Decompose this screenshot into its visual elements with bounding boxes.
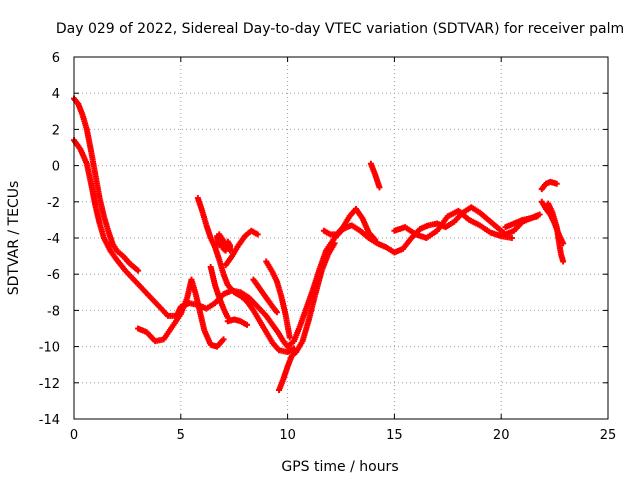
y-tick-label: -8 xyxy=(47,304,60,319)
series-track-h xyxy=(224,316,251,328)
data-point xyxy=(331,240,338,247)
x-tick-label: 15 xyxy=(386,428,403,443)
data-point xyxy=(560,258,567,265)
data-point xyxy=(376,184,383,191)
series-track-a xyxy=(71,95,142,274)
series-track-d xyxy=(194,195,298,356)
chart-title: Day 029 of 2022, Sidereal Day-to-day VTE… xyxy=(56,21,624,37)
data-point xyxy=(286,334,293,341)
series-track-p xyxy=(538,178,560,193)
y-tick-label: -6 xyxy=(47,268,60,283)
data-point xyxy=(244,321,251,328)
series-track-m xyxy=(367,160,383,191)
ticks: 0 5 10 15 20 25 -14 -12 -10 -8 -6 -4 -2 0 2 4 6 xyxy=(39,51,617,443)
x-axis-label: GPS time / hours xyxy=(281,459,398,475)
series-layer xyxy=(71,95,567,394)
y-tick-label: -14 xyxy=(39,413,60,428)
series-track-f xyxy=(214,231,233,254)
data-point xyxy=(553,180,560,187)
series-track-k xyxy=(276,240,338,394)
y-tick-label: -10 xyxy=(39,341,60,356)
y-tick-label: -12 xyxy=(39,377,60,392)
series-track-l xyxy=(320,206,379,243)
data-point xyxy=(254,231,261,238)
series-track-c xyxy=(135,276,227,350)
data-point xyxy=(273,309,280,316)
y-tick-label: 2 xyxy=(52,123,60,138)
series-track-e xyxy=(207,263,231,321)
series-track-n xyxy=(391,207,515,241)
x-tick-label: 5 xyxy=(177,428,185,443)
data-point xyxy=(220,336,227,343)
series-track-r xyxy=(545,200,567,265)
x-tick-label: 0 xyxy=(70,428,78,443)
y-tick-label: -4 xyxy=(47,232,60,247)
x-tick-label: 25 xyxy=(600,428,617,443)
series-track-o xyxy=(502,213,541,231)
y-tick-label: -2 xyxy=(47,196,60,211)
data-point xyxy=(372,236,379,243)
x-tick-label: 10 xyxy=(279,428,296,443)
data-point xyxy=(508,235,515,241)
data-point xyxy=(135,267,142,274)
x-tick-label: 20 xyxy=(493,428,510,443)
y-tick-label: 0 xyxy=(52,160,60,175)
y-axis-label: SDTVAR / TECUs xyxy=(6,181,22,296)
data-point xyxy=(534,213,541,220)
series-track-g xyxy=(222,227,261,269)
y-tick-label: 4 xyxy=(52,87,60,102)
series-track-j xyxy=(263,258,293,341)
data-point xyxy=(216,231,223,238)
y-tick-label: 6 xyxy=(52,51,60,66)
series-track-i xyxy=(250,276,280,316)
